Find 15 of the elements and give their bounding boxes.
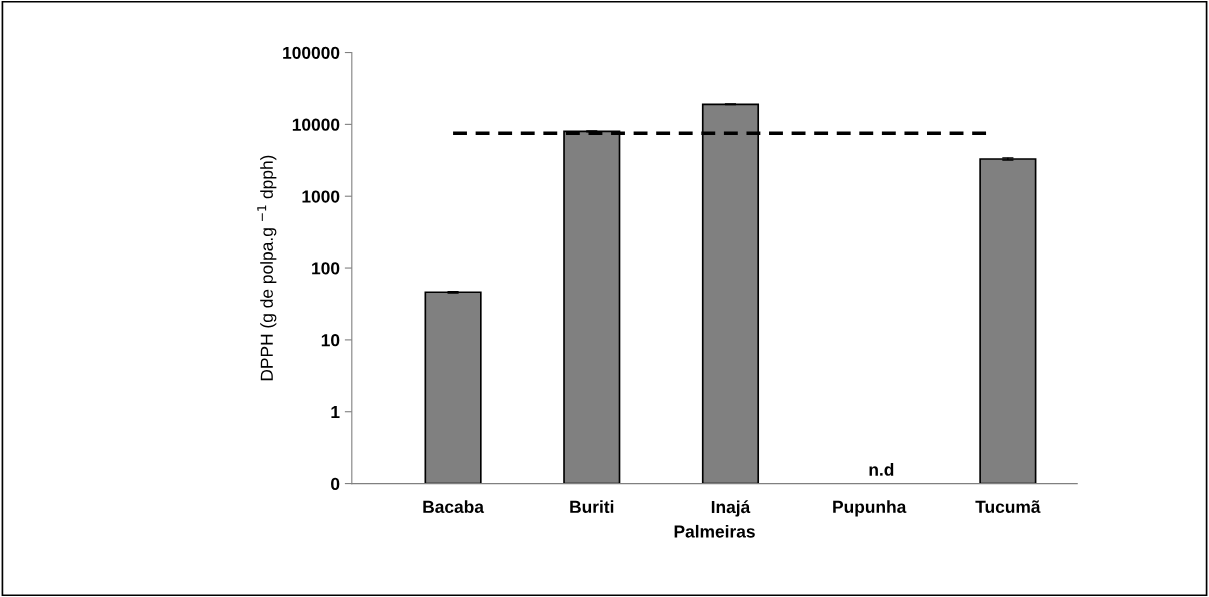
annotation: n.d: [869, 463, 894, 476]
x-tick-label: Bacaba: [423, 500, 485, 513]
x-tick-label: Buriti: [570, 500, 614, 513]
x-axis-title: Palmeiras: [674, 524, 755, 538]
y-tick-label: 0: [331, 477, 340, 491]
x-tick-label: Tucumã: [975, 500, 1041, 513]
y-tick-label: 100000: [283, 46, 340, 59]
y-tick-label: 1: [331, 406, 340, 419]
x-tick-label: Inajá: [711, 500, 751, 517]
y-tick-label: 1000: [302, 190, 340, 203]
y-axis-title: DPPH (g de polpa.g $^{−1}$ dpph): [257, 155, 277, 381]
x-tick-label: Pupunha: [833, 500, 907, 517]
y-tick-label: 100: [312, 262, 340, 275]
y-tick-label: 10: [321, 334, 340, 347]
y-tick-label: 10000: [292, 118, 340, 131]
